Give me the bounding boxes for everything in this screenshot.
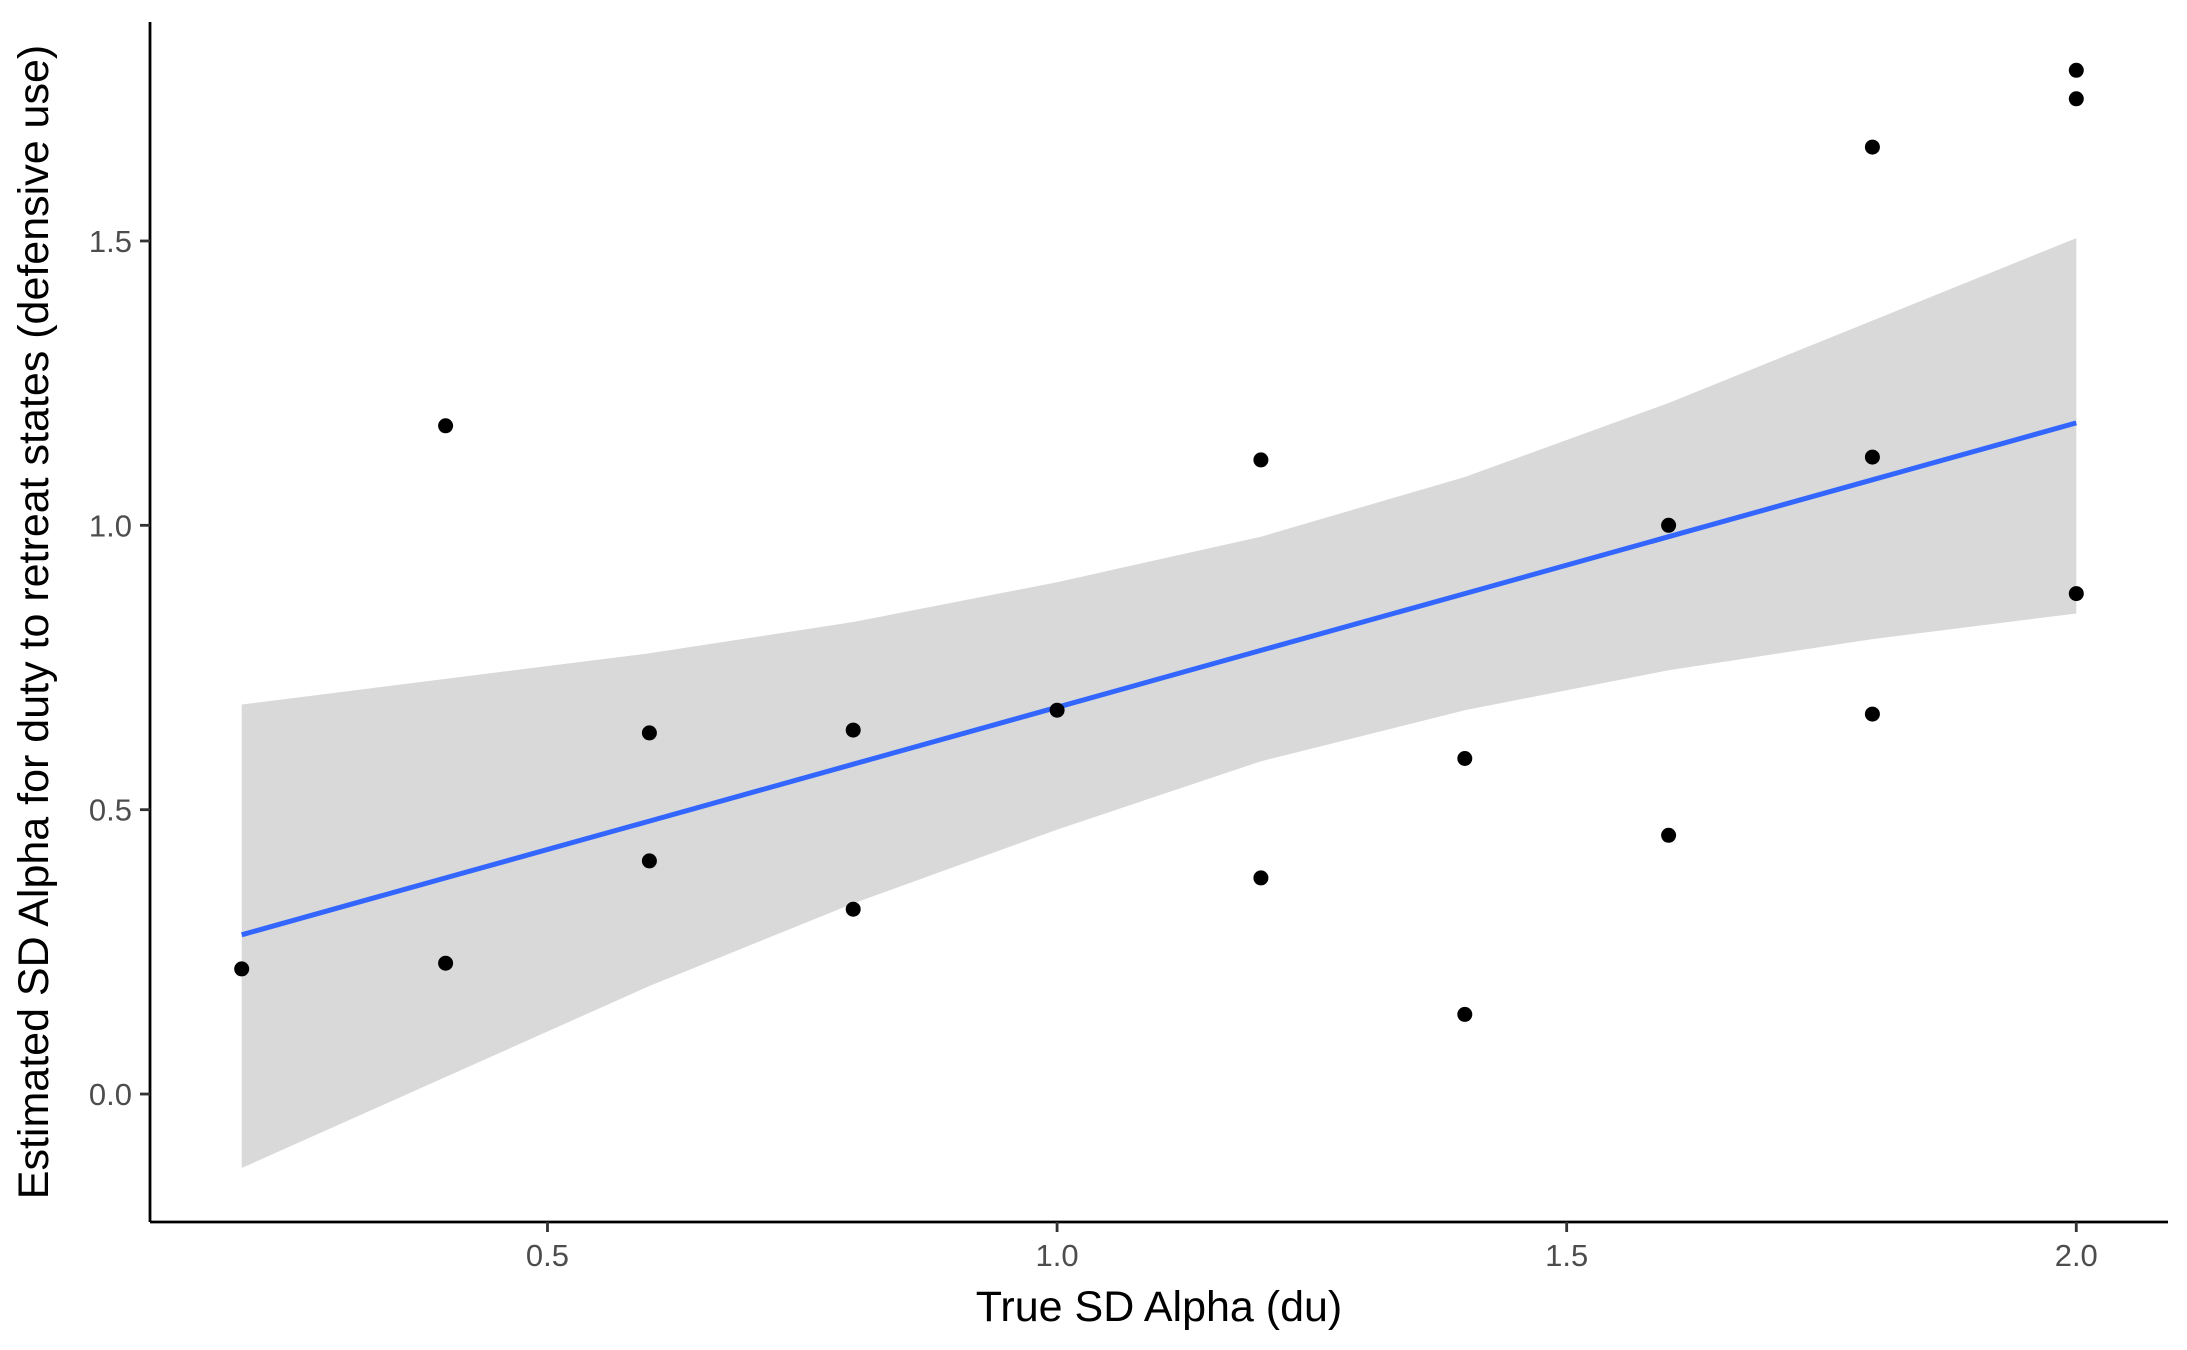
- y-axis-title: Estimated SD Alpha for duty to retreat s…: [10, 45, 58, 1199]
- confidence-band: [241, 238, 2077, 1169]
- data-point: [845, 722, 861, 738]
- data-point: [2068, 91, 2084, 107]
- data-point: [1661, 517, 1677, 533]
- data-point: [1864, 449, 1880, 465]
- data-point: [2068, 586, 2084, 602]
- x-tick-label: 1.0: [1036, 1238, 1079, 1273]
- data-point: [2068, 62, 2084, 78]
- data-point: [641, 725, 657, 741]
- regression-line: [241, 420, 2077, 938]
- x-tick-label: 2.0: [2055, 1238, 2098, 1273]
- y-tick-label: 0.0: [89, 1077, 132, 1112]
- data-point: [1049, 702, 1065, 718]
- data-point: [1864, 139, 1880, 155]
- y-tick-label: 1.0: [89, 508, 132, 543]
- data-point: [1661, 827, 1677, 843]
- data-point-layer: [234, 62, 2084, 1022]
- x-tick-label: 1.5: [1545, 1238, 1588, 1273]
- x-axis-ticks: 0.5 1.0 1.5 2.0: [526, 1222, 2098, 1273]
- data-point: [1457, 1006, 1473, 1022]
- y-tick-label: 1.5: [89, 224, 132, 259]
- data-point: [641, 853, 657, 869]
- confidence-ribbon-layer: [241, 238, 2077, 1169]
- data-point: [1253, 452, 1269, 468]
- data-point: [1864, 706, 1880, 722]
- data-point: [845, 901, 861, 917]
- data-point: [438, 955, 454, 971]
- x-axis-title: True SD Alpha (du): [976, 1283, 1342, 1331]
- data-point: [1457, 751, 1473, 766]
- fit-line-layer: [241, 420, 2077, 938]
- data-point: [1253, 870, 1269, 886]
- y-tick-label: 0.5: [89, 793, 132, 828]
- data-point: [438, 418, 454, 434]
- data-point: [234, 961, 250, 977]
- y-axis-ticks: 0.0 0.5 1.0 1.5: [89, 224, 150, 1112]
- x-tick-label: 0.5: [526, 1238, 569, 1273]
